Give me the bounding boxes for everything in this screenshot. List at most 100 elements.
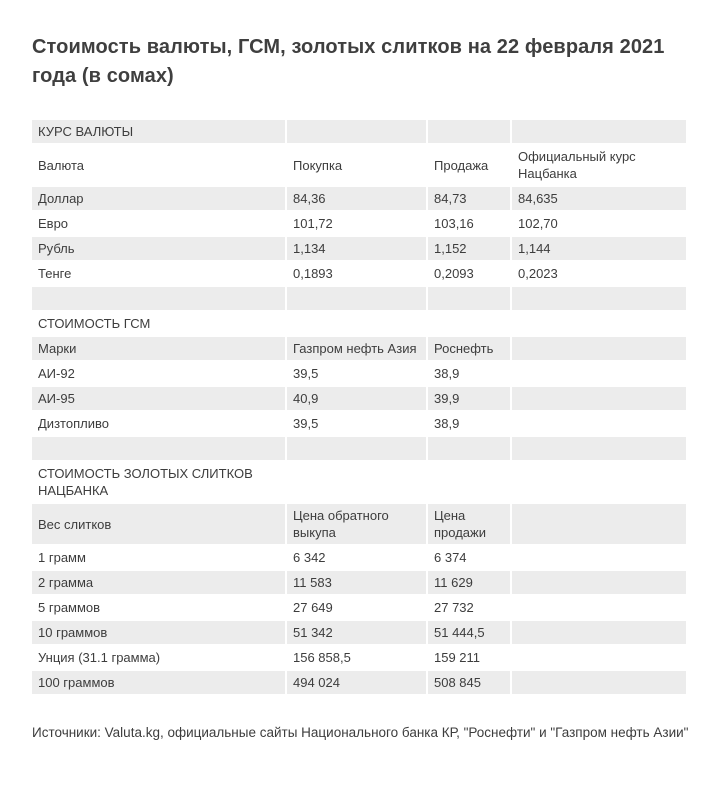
value-cell: 38,9	[428, 362, 510, 385]
value-cell: Роснефть	[428, 337, 510, 360]
label-cell: Марки	[32, 337, 285, 360]
label-cell: Вес слитков	[32, 504, 285, 544]
label-cell: Тенге	[32, 262, 285, 285]
value-cell	[428, 120, 510, 143]
value-cell: 101,72	[287, 212, 426, 235]
value-cell	[428, 437, 510, 460]
value-cell: 6 342	[287, 546, 426, 569]
value-cell	[428, 287, 510, 310]
value-cell: 1,152	[428, 237, 510, 260]
label-cell: АИ-92	[32, 362, 285, 385]
value-cell	[287, 437, 426, 460]
value-cell	[512, 362, 686, 385]
value-cell: 494 024	[287, 671, 426, 694]
value-cell: 39,9	[428, 387, 510, 410]
value-cell: 11 583	[287, 571, 426, 594]
value-cell	[512, 437, 686, 460]
table-row: Евро 101,72 103,16 102,70	[32, 212, 686, 235]
value-cell	[512, 287, 686, 310]
table-row: Дизтопливо 39,5 38,9	[32, 412, 686, 435]
label-cell	[32, 437, 285, 460]
value-cell: 156 858,5	[287, 646, 426, 669]
label-cell: Унция (31.1 грамма)	[32, 646, 285, 669]
label-cell: Рубль	[32, 237, 285, 260]
value-cell: 40,9	[287, 387, 426, 410]
value-cell	[428, 312, 510, 335]
value-cell	[512, 596, 686, 619]
value-cell: 508 845	[428, 671, 510, 694]
value-cell: 0,1893	[287, 262, 426, 285]
table-row: АИ-92 39,5 38,9	[32, 362, 686, 385]
value-cell	[512, 387, 686, 410]
value-cell	[512, 462, 686, 502]
value-cell: 84,635	[512, 187, 686, 210]
label-cell: АИ-95	[32, 387, 285, 410]
value-cell: 102,70	[512, 212, 686, 235]
value-cell	[287, 120, 426, 143]
value-cell: 51 444,5	[428, 621, 510, 644]
label-cell: 5 граммов	[32, 596, 285, 619]
value-cell	[512, 412, 686, 435]
label-cell: Валюта	[32, 145, 285, 185]
label-cell: 100 граммов	[32, 671, 285, 694]
label-cell: Дизтопливо	[32, 412, 285, 435]
value-cell: 1,144	[512, 237, 686, 260]
column-header-row: Марки Газпром нефть Азия Роснефть	[32, 337, 686, 360]
value-cell: 27 649	[287, 596, 426, 619]
value-cell: Цена обратного выкупа	[287, 504, 426, 544]
value-cell: 6 374	[428, 546, 510, 569]
value-cell: 103,16	[428, 212, 510, 235]
label-cell: СТОИМОСТЬ ГСМ	[32, 312, 285, 335]
table-row: 1 грамм 6 342 6 374	[32, 546, 686, 569]
value-cell	[512, 646, 686, 669]
rates-table: КУРС ВАЛЮТЫ Валюта Покупка Продажа Официальн…	[30, 118, 688, 696]
table-row: Унция (31.1 грамма) 156 858,5 159 211	[32, 646, 686, 669]
value-cell: Газпром нефть Азия	[287, 337, 426, 360]
value-cell: 159 211	[428, 646, 510, 669]
value-cell	[512, 546, 686, 569]
value-cell: Цена продажи	[428, 504, 510, 544]
value-cell: 27 732	[428, 596, 510, 619]
value-cell: 0,2093	[428, 262, 510, 285]
value-cell: 38,9	[428, 412, 510, 435]
value-cell: Покупка	[287, 145, 426, 185]
value-cell	[512, 504, 686, 544]
table-row: 5 граммов 27 649 27 732	[32, 596, 686, 619]
label-cell: 2 грамма	[32, 571, 285, 594]
value-cell: 39,5	[287, 412, 426, 435]
value-cell	[512, 671, 686, 694]
section-title-row: СТОИМОСТЬ ГСМ	[32, 312, 686, 335]
spacer-row	[32, 437, 686, 460]
value-cell	[287, 287, 426, 310]
label-cell: Доллар	[32, 187, 285, 210]
table-row: 100 граммов 494 024 508 845	[32, 671, 686, 694]
label-cell: Евро	[32, 212, 285, 235]
section-title-row: СТОИМОСТЬ ЗОЛОТЫХ СЛИТКОВ НАЦБАНКА	[32, 462, 686, 502]
value-cell: Официальный курс Нацбанка	[512, 145, 686, 185]
value-cell: 11 629	[428, 571, 510, 594]
label-cell	[32, 287, 285, 310]
table-row: Доллар 84,36 84,73 84,635	[32, 187, 686, 210]
page-title: Стоимость валюты, ГСМ, золотых слитков н…	[32, 36, 665, 87]
value-cell	[512, 120, 686, 143]
value-cell	[512, 621, 686, 644]
label-cell: 1 грамм	[32, 546, 285, 569]
value-cell	[512, 571, 686, 594]
label-cell: КУРС ВАЛЮТЫ	[32, 120, 285, 143]
value-cell	[287, 312, 426, 335]
table-row: 2 грамма 11 583 11 629	[32, 571, 686, 594]
value-cell: 0,2023	[512, 262, 686, 285]
label-cell: 10 граммов	[32, 621, 285, 644]
section-title-row: КУРС ВАЛЮТЫ	[32, 120, 686, 143]
label-cell: СТОИМОСТЬ ЗОЛОТЫХ СЛИТКОВ НАЦБАНКА	[32, 462, 285, 502]
column-header-row: Валюта Покупка Продажа Официальный курс Нац…	[32, 145, 686, 185]
spacer-row	[32, 287, 686, 310]
value-cell: 51 342	[287, 621, 426, 644]
value-cell	[428, 462, 510, 502]
value-cell: 1,134	[287, 237, 426, 260]
value-cell	[287, 462, 426, 502]
value-cell: 39,5	[287, 362, 426, 385]
rates-table-body: КУРС ВАЛЮТЫ Валюта Покупка Продажа Официальн…	[32, 120, 686, 694]
table-row: АИ-95 40,9 39,9	[32, 387, 686, 410]
